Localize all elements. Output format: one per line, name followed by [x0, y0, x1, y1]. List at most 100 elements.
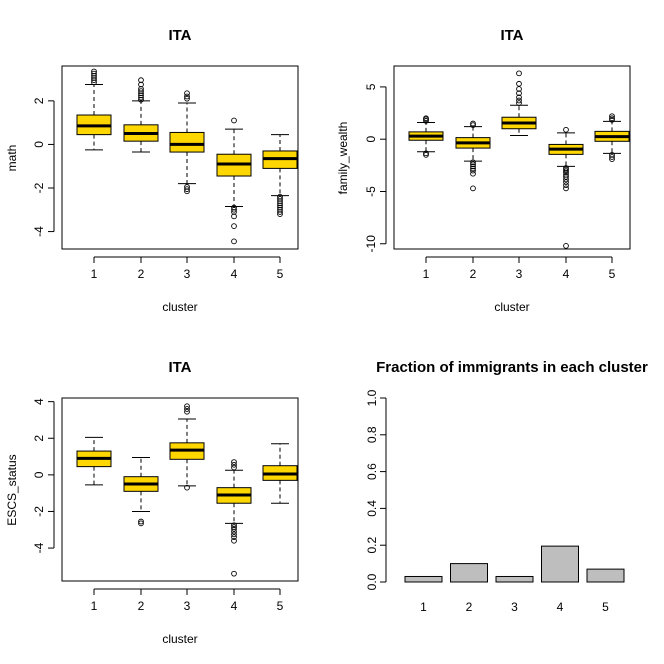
outlier-point [184, 90, 190, 97]
panel-family-wealth-marks: -10 -5 0 5 1 2 3 4 5 [364, 70, 630, 281]
y-tick-label: -4 [32, 226, 46, 237]
outlier-point [184, 408, 190, 415]
outlier-point [231, 464, 237, 471]
panel-family-wealth-ylabel: family_wealth [336, 122, 350, 195]
y-tick-label: -2 [32, 506, 46, 517]
y-tick-label: 1.0 [365, 389, 379, 406]
panel-escs-status-xlabel: cluster [162, 632, 197, 646]
outlier-point [516, 80, 522, 87]
y-tick-label: 0.0 [365, 573, 379, 590]
outlier-point [609, 154, 615, 160]
outlier-point [231, 223, 237, 229]
panel-immigrants-title: Fraction of immigrants in each cluster [376, 359, 648, 376]
outlier-point [470, 170, 476, 177]
outlier-point [470, 185, 476, 192]
y-tick-label: 0.6 [365, 463, 379, 480]
outlier-point [423, 118, 429, 124]
outlier-point [184, 188, 190, 195]
y-tick-label: 0.2 [365, 537, 379, 554]
x-tick-label: 4 [231, 599, 238, 613]
x-tick-label: 1 [420, 600, 427, 614]
outlier-point [231, 534, 237, 540]
outlier-point [231, 206, 237, 213]
y-tick-label: 0 [32, 471, 46, 478]
panel-immigrants-marks: 0.0 0.2 0.4 0.6 0.8 1.0 1 2 3 4 5 [365, 389, 625, 614]
bar-cluster-4 [541, 545, 579, 583]
outlier-point [277, 209, 283, 215]
panel-family-wealth-xlabel: cluster [494, 300, 529, 314]
outlier-point [470, 122, 476, 128]
x-tick-label: 1 [91, 599, 98, 613]
outlier-point [231, 525, 237, 532]
outlier-point [138, 77, 144, 84]
outlier-point [423, 152, 429, 158]
outlier-point [423, 115, 429, 122]
outlier-point [470, 120, 476, 127]
y-tick-label: 2 [32, 435, 46, 442]
x-tick-label: 3 [184, 267, 191, 281]
panel-escs-status: ITA ESCS_status cluster -4 -2 0 2 4 1 2 3 4 5 [5, 359, 299, 646]
x-tick-label: 2 [138, 599, 145, 613]
outlier-point [516, 70, 522, 77]
outlier-point [231, 213, 237, 220]
outlier-point [231, 537, 237, 544]
panel-escs-status-ylabel: ESCS_status [5, 454, 19, 525]
x-tick-label: 4 [563, 267, 570, 281]
outlier-point [231, 528, 237, 535]
outlier-point [91, 68, 97, 75]
outlier-point [231, 461, 237, 468]
x-tick-label: 5 [277, 599, 284, 613]
y-tick-label: -5 [364, 186, 378, 197]
outlier-point [563, 182, 569, 189]
outlier-point [470, 161, 476, 168]
outlier-point [231, 459, 237, 465]
outlier-point [184, 95, 190, 102]
outlier-point [91, 70, 97, 77]
x-tick-label: 4 [231, 267, 238, 281]
y-tick-label: 2 [32, 97, 46, 104]
panel-math-marks: -4 -2 0 2 1 2 3 4 5 [32, 68, 298, 281]
x-tick-label: 3 [516, 267, 523, 281]
outlier-point [516, 100, 522, 106]
panel-math-frame [61, 65, 299, 250]
x-tick-label: 2 [470, 267, 477, 281]
outlier-point [138, 520, 144, 527]
outlier-point [184, 406, 190, 412]
outlier-point [516, 97, 522, 104]
y-tick-label: 0.4 [365, 500, 379, 517]
outlier-point [563, 185, 569, 192]
box-cluster-3 [169, 131, 205, 153]
outlier-point [470, 159, 476, 166]
outlier-point [138, 88, 144, 94]
outlier-point [138, 518, 144, 525]
outlier-point [609, 115, 615, 122]
x-tick-label: 1 [423, 267, 430, 281]
outlier-point [609, 152, 615, 158]
panel-math-title: ITA [168, 27, 191, 44]
bar-cluster-3 [495, 575, 534, 583]
panel-escs-status-title: ITA [168, 359, 191, 376]
outlier-point [423, 150, 429, 157]
y-tick-label: -2 [32, 182, 46, 193]
outlier-point [470, 163, 476, 170]
x-tick-label: 5 [609, 267, 616, 281]
outlier-point [563, 126, 569, 133]
x-tick-label: 1 [91, 267, 98, 281]
outlier-point [609, 117, 615, 123]
panel-escs-status-frame [61, 397, 299, 582]
outlier-point [277, 211, 283, 217]
outlier-point [516, 94, 522, 101]
y-tick-label: -10 [364, 235, 378, 253]
bar-cluster-1 [404, 575, 443, 583]
outlier-point [231, 531, 237, 538]
panel-family-wealth: ITA family_wealth cluster -10 -5 0 5 1 2 3 4 5 [336, 27, 631, 314]
outlier-point [516, 90, 522, 97]
outlier-point [563, 176, 569, 183]
panel-math-xlabel: cluster [162, 300, 197, 314]
outlier-point [470, 167, 476, 174]
y-tick-label: 5 [364, 83, 378, 90]
x-tick-label: 3 [511, 600, 518, 614]
x-tick-label: 2 [466, 600, 473, 614]
y-tick-label: 0 [364, 136, 378, 143]
